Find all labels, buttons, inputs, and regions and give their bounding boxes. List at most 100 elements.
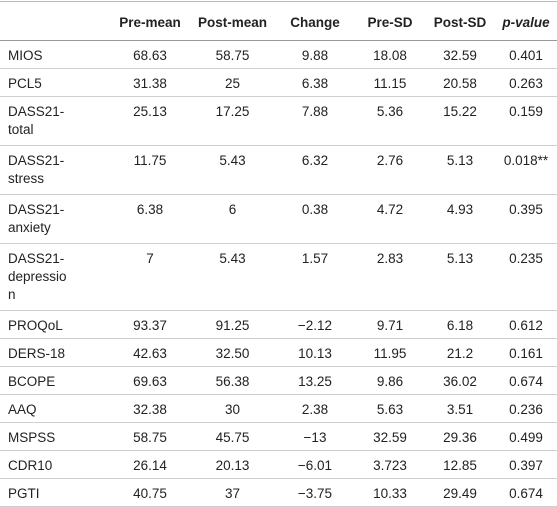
cell: 2.83 <box>355 243 425 311</box>
cell: 6 <box>190 194 275 244</box>
cell: 0.159 <box>495 96 557 146</box>
cell: 7 <box>110 243 190 311</box>
cell: 5.13 <box>425 145 495 195</box>
cell: 4.93 <box>425 194 495 244</box>
cell: 0.397 <box>495 450 557 479</box>
cell: 10.13 <box>275 338 355 367</box>
cell: 5.43 <box>190 243 275 311</box>
cell: 58.75 <box>190 40 275 69</box>
header-cell: Post-mean <box>190 1 275 41</box>
cell: 1.57 <box>275 243 355 311</box>
cell: 0.401 <box>495 40 557 69</box>
cell: 0.263 <box>495 68 557 97</box>
cell: 26.14 <box>110 450 190 479</box>
cell: 6.38 <box>275 68 355 97</box>
cell: 42.63 <box>110 338 190 367</box>
table-row: DASS21-anxiety 6.38 6 0.38 4.72 4.93 0.395 <box>0 194 557 244</box>
cell: 3.51 <box>425 394 495 423</box>
cell: 0.674 <box>495 366 557 395</box>
cell: 12.85 <box>425 450 495 479</box>
cell: 25.13 <box>110 96 190 146</box>
row-label: CDR10 <box>0 450 110 479</box>
cell: 4.72 <box>355 194 425 244</box>
cell: 3.723 <box>355 450 425 479</box>
cell: 25 <box>190 68 275 97</box>
row-label: DASS21-total <box>0 96 110 146</box>
table-row: AAQ 32.38 30 2.38 5.63 3.51 0.236 <box>0 394 557 423</box>
table-row: BCOPE 69.63 56.38 13.25 9.86 36.02 0.674 <box>0 366 557 395</box>
cell: 15.22 <box>425 96 495 146</box>
cell: 6.38 <box>110 194 190 244</box>
cell: 0.612 <box>495 310 557 339</box>
cell: 0.38 <box>275 194 355 244</box>
cell: −6.01 <box>275 450 355 479</box>
table-row: MSPSS 58.75 45.75 −13 32.59 29.36 0.499 <box>0 422 557 451</box>
cell: 36.02 <box>425 366 495 395</box>
table-row: DASS21-stress 11.75 5.43 6.32 2.76 5.13 0.018*… <box>0 145 557 195</box>
row-label: AAQ <box>0 394 110 423</box>
cell: 7.88 <box>275 96 355 146</box>
row-label: PROQoL <box>0 310 110 339</box>
cell: 11.95 <box>355 338 425 367</box>
cell: 5.36 <box>355 96 425 146</box>
row-label: DASS21-depression <box>0 243 110 311</box>
row-label: PCL5 <box>0 68 110 97</box>
header-row: Pre-mean Post-mean Change Pre-SD Post-SD p-va… <box>0 1 557 41</box>
cell: 21.2 <box>425 338 495 367</box>
cell: 9.71 <box>355 310 425 339</box>
cell: 5.13 <box>425 243 495 311</box>
cell: −2.12 <box>275 310 355 339</box>
cell: 0.236 <box>495 394 557 423</box>
cell: 18.08 <box>355 40 425 69</box>
cell: 20.13 <box>190 450 275 479</box>
cell: 11.75 <box>110 145 190 195</box>
cell: 9.88 <box>275 40 355 69</box>
header-cell <box>0 1 110 41</box>
cell: 13.25 <box>275 366 355 395</box>
cell: 91.25 <box>190 310 275 339</box>
cell: −13 <box>275 422 355 451</box>
cell: 69.63 <box>110 366 190 395</box>
cell: 11.15 <box>355 68 425 97</box>
table-body: MIOS 68.63 58.75 9.88 18.08 32.59 0.401 PCL5 31.… <box>0 40 557 507</box>
cell: 32.38 <box>110 394 190 423</box>
row-label: DERS-18 <box>0 338 110 367</box>
cell: 0.395 <box>495 194 557 244</box>
table-row: DASS21-total 25.13 17.25 7.88 5.36 15.22 0.159 <box>0 96 557 146</box>
table-row: DASS21-depression 7 5.43 1.57 2.83 5.13 0.235 <box>0 243 557 311</box>
cell: 0.018** <box>495 145 557 195</box>
cell: 5.63 <box>355 394 425 423</box>
cell: 68.63 <box>110 40 190 69</box>
cell: 56.38 <box>190 366 275 395</box>
cell: 32.59 <box>425 40 495 69</box>
cell: 9.86 <box>355 366 425 395</box>
row-label: BCOPE <box>0 366 110 395</box>
header-cell: p-value <box>495 1 557 41</box>
header-cell: Post-SD <box>425 1 495 41</box>
cell: 45.75 <box>190 422 275 451</box>
table-row: DERS-18 42.63 32.50 10.13 11.95 21.2 0.161 <box>0 338 557 367</box>
table-row: CDR10 26.14 20.13 −6.01 3.723 12.85 0.397 <box>0 450 557 479</box>
row-label: MSPSS <box>0 422 110 451</box>
table-row: PCL5 31.38 25 6.38 11.15 20.58 0.263 <box>0 68 557 97</box>
cell: 6.18 <box>425 310 495 339</box>
cell: 0.499 <box>495 422 557 451</box>
header-cell: Pre-SD <box>355 1 425 41</box>
cell: 30 <box>190 394 275 423</box>
cell: 0.161 <box>495 338 557 367</box>
cell: 20.58 <box>425 68 495 97</box>
header-cell: Change <box>275 1 355 41</box>
cell: 6.32 <box>275 145 355 195</box>
cell: 31.38 <box>110 68 190 97</box>
row-label: MIOS <box>0 40 110 69</box>
cell: 93.37 <box>110 310 190 339</box>
cell: 58.75 <box>110 422 190 451</box>
cell: 5.43 <box>190 145 275 195</box>
cell: 32.50 <box>190 338 275 367</box>
row-label: DASS21-anxiety <box>0 194 110 244</box>
cell: 2.38 <box>275 394 355 423</box>
header-cell: Pre-mean <box>110 1 190 41</box>
cell: 29.36 <box>425 422 495 451</box>
cell: 2.76 <box>355 145 425 195</box>
